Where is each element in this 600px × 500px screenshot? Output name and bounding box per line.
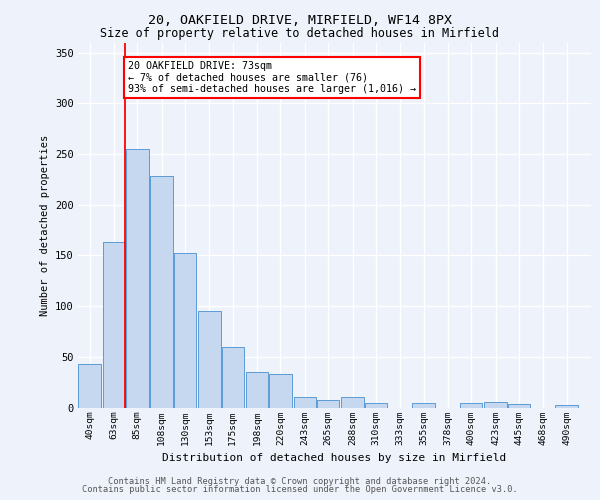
Bar bbox=[221, 346, 244, 408]
Bar bbox=[508, 404, 530, 407]
Bar bbox=[484, 402, 507, 407]
Bar bbox=[556, 406, 578, 407]
Text: Size of property relative to detached houses in Mirfield: Size of property relative to detached ho… bbox=[101, 28, 499, 40]
Bar bbox=[151, 176, 173, 408]
Bar bbox=[412, 404, 435, 407]
Bar bbox=[79, 364, 101, 408]
Text: 20, OAKFIELD DRIVE, MIRFIELD, WF14 8PX: 20, OAKFIELD DRIVE, MIRFIELD, WF14 8PX bbox=[148, 14, 452, 27]
Bar bbox=[126, 149, 149, 407]
Bar bbox=[341, 398, 364, 407]
Bar bbox=[269, 374, 292, 408]
Bar bbox=[198, 311, 221, 408]
Y-axis label: Number of detached properties: Number of detached properties bbox=[40, 134, 50, 316]
X-axis label: Distribution of detached houses by size in Mirfield: Distribution of detached houses by size … bbox=[163, 453, 506, 463]
Text: Contains HM Land Registry data © Crown copyright and database right 2024.: Contains HM Land Registry data © Crown c… bbox=[109, 477, 491, 486]
Bar bbox=[317, 400, 340, 407]
Bar bbox=[174, 254, 196, 408]
Bar bbox=[460, 404, 482, 407]
Bar bbox=[293, 398, 316, 407]
Bar bbox=[103, 242, 125, 408]
Text: 20 OAKFIELD DRIVE: 73sqm
← 7% of detached houses are smaller (76)
93% of semi-de: 20 OAKFIELD DRIVE: 73sqm ← 7% of detache… bbox=[128, 60, 416, 94]
Bar bbox=[365, 404, 387, 407]
Bar bbox=[246, 372, 268, 408]
Text: Contains public sector information licensed under the Open Government Licence v3: Contains public sector information licen… bbox=[82, 484, 518, 494]
